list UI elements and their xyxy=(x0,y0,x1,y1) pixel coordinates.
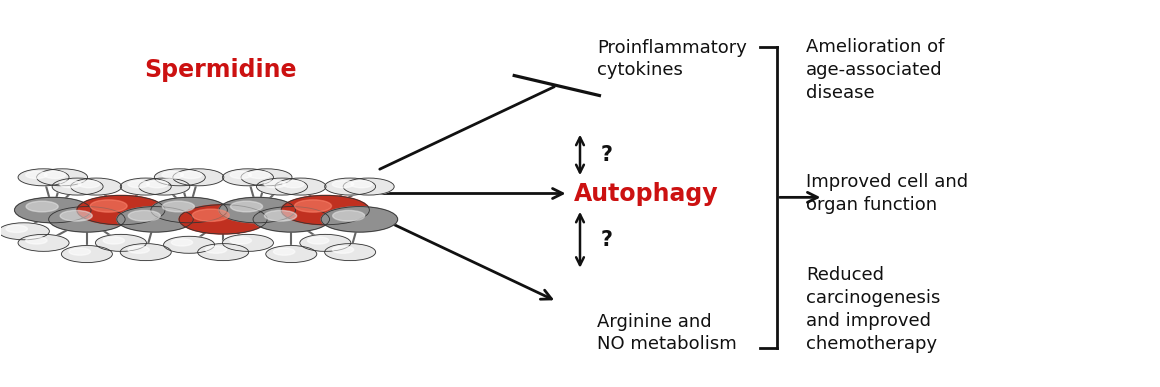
Circle shape xyxy=(19,169,70,186)
Circle shape xyxy=(274,248,295,255)
Circle shape xyxy=(230,171,252,178)
Circle shape xyxy=(90,200,128,212)
Circle shape xyxy=(283,181,304,188)
Circle shape xyxy=(256,178,307,195)
Circle shape xyxy=(230,237,252,244)
Circle shape xyxy=(179,205,267,234)
Circle shape xyxy=(275,178,326,195)
Circle shape xyxy=(321,207,398,232)
Circle shape xyxy=(44,171,66,178)
Circle shape xyxy=(205,246,226,253)
Circle shape xyxy=(26,201,58,212)
Text: ?: ? xyxy=(601,145,612,165)
Text: Improved cell and
organ function: Improved cell and organ function xyxy=(806,173,969,214)
Circle shape xyxy=(103,237,124,244)
Circle shape xyxy=(49,207,125,232)
Circle shape xyxy=(26,237,48,244)
Circle shape xyxy=(343,178,394,195)
Text: Spermidine: Spermidine xyxy=(145,58,297,82)
Circle shape xyxy=(139,178,190,195)
Circle shape xyxy=(223,235,274,251)
Circle shape xyxy=(162,201,195,212)
Circle shape xyxy=(79,181,100,188)
Circle shape xyxy=(264,181,285,188)
Circle shape xyxy=(37,169,88,186)
Text: Arginine and
NO metabolism: Arginine and NO metabolism xyxy=(597,313,737,353)
Circle shape xyxy=(77,195,165,225)
Text: Amelioration of
age-associated
disease: Amelioration of age-associated disease xyxy=(806,38,944,102)
Circle shape xyxy=(154,169,205,186)
Circle shape xyxy=(299,235,350,251)
Circle shape xyxy=(173,169,224,186)
Circle shape xyxy=(197,244,248,260)
Circle shape xyxy=(52,178,103,195)
Circle shape xyxy=(146,181,168,188)
Circle shape xyxy=(282,195,369,225)
Circle shape xyxy=(332,246,354,253)
Circle shape xyxy=(295,200,332,212)
Circle shape xyxy=(172,239,193,246)
Circle shape xyxy=(26,171,48,178)
Circle shape xyxy=(128,246,150,253)
Text: Reduced
carcinogenesis
and improved
chemotherapy: Reduced carcinogenesis and improved chem… xyxy=(806,266,941,353)
Circle shape xyxy=(333,211,364,221)
Circle shape xyxy=(129,211,160,221)
Text: ?: ? xyxy=(601,230,612,250)
Circle shape xyxy=(60,211,93,221)
Circle shape xyxy=(325,244,376,260)
Circle shape xyxy=(332,181,354,188)
Circle shape xyxy=(193,209,230,221)
Circle shape xyxy=(248,171,270,178)
Circle shape xyxy=(151,197,227,223)
Circle shape xyxy=(162,171,183,178)
Circle shape xyxy=(95,235,146,251)
Circle shape xyxy=(266,246,317,262)
Circle shape xyxy=(219,197,296,223)
Circle shape xyxy=(350,181,372,188)
Circle shape xyxy=(19,235,70,251)
Circle shape xyxy=(60,181,81,188)
Circle shape xyxy=(121,244,172,260)
Circle shape xyxy=(253,207,329,232)
Circle shape xyxy=(264,211,297,221)
Circle shape xyxy=(307,237,329,244)
Circle shape xyxy=(121,178,172,195)
Circle shape xyxy=(241,169,292,186)
Circle shape xyxy=(181,171,202,178)
Circle shape xyxy=(61,246,113,262)
Circle shape xyxy=(117,207,194,232)
Text: Proinflammatory
cytokines: Proinflammatory cytokines xyxy=(597,39,747,79)
Circle shape xyxy=(71,178,122,195)
Circle shape xyxy=(15,197,92,223)
Circle shape xyxy=(70,248,90,255)
Circle shape xyxy=(223,169,274,186)
Circle shape xyxy=(6,225,28,233)
Circle shape xyxy=(325,178,376,195)
Circle shape xyxy=(0,223,50,240)
Circle shape xyxy=(231,201,262,212)
Text: Autophagy: Autophagy xyxy=(574,182,719,205)
Circle shape xyxy=(164,236,215,253)
Circle shape xyxy=(128,181,150,188)
